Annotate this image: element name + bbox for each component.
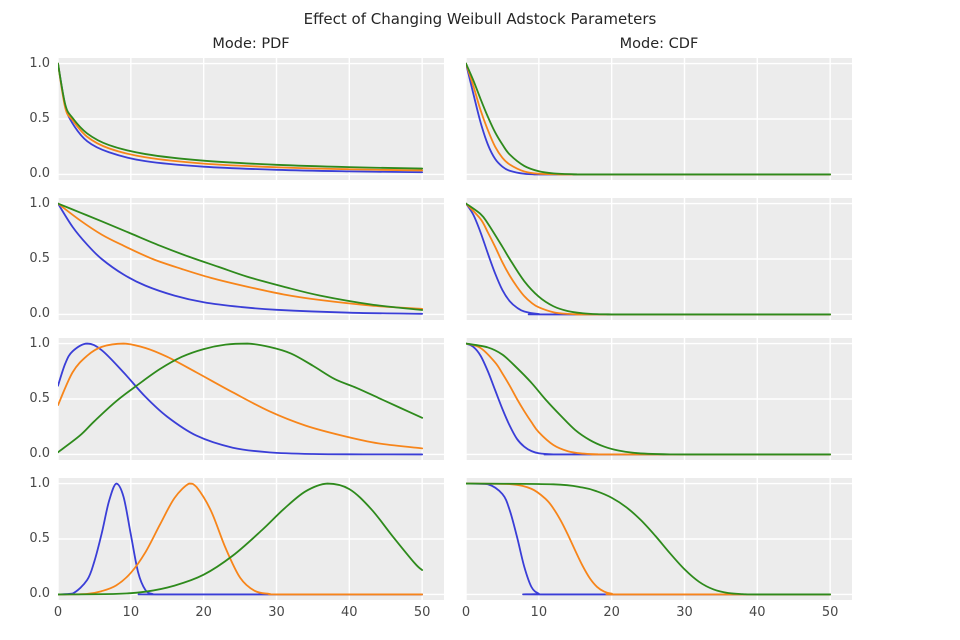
- series-line-blue: [58, 202, 424, 315]
- figure-title: Effect of Changing Weibull Adstock Param…: [303, 10, 657, 28]
- x-tick-label: 50: [821, 605, 839, 620]
- x-tick-label: 20: [603, 605, 620, 620]
- series-line-blue: [466, 202, 832, 316]
- column-title-cdf: Mode: CDF: [619, 36, 699, 52]
- subplot-row2-cdf: [466, 198, 852, 320]
- y-tick-label: 0.5: [29, 391, 50, 406]
- x-tick-label: 40: [749, 605, 766, 620]
- series-line-orange: [58, 342, 424, 450]
- y-tick-label: 1.0: [29, 335, 50, 351]
- series-line-green: [466, 342, 832, 456]
- subplot-row3-pdf: [58, 338, 444, 460]
- x-tick-label: 0: [461, 605, 471, 620]
- x-tick-label: 30: [268, 605, 285, 620]
- series-line-green: [58, 482, 424, 596]
- subplot-row1-cdf: [466, 58, 852, 180]
- x-tick-label: 50: [413, 605, 431, 620]
- series-line-orange: [58, 62, 424, 172]
- subplot-row3-cdf: [466, 338, 852, 460]
- y-tick-label: 0.5: [29, 251, 50, 266]
- x-tick-label: 40: [341, 605, 358, 620]
- x-tick-label: 30: [676, 605, 693, 620]
- subplot-row2-pdf: [58, 198, 444, 320]
- y-tick-label: 0.0: [29, 446, 50, 462]
- y-tick-label: 1.0: [29, 55, 50, 71]
- x-tick-label: 10: [530, 605, 548, 620]
- y-tick-label: 0.5: [29, 111, 50, 126]
- y-tick-label: 0.0: [29, 306, 50, 322]
- y-tick-label: 0.5: [29, 531, 50, 546]
- subplot-row4-pdf: [58, 478, 444, 600]
- y-tick-label: 1.0: [29, 475, 50, 491]
- series-line-green: [58, 62, 424, 170]
- series-line-orange: [466, 202, 832, 316]
- series-line-green: [466, 482, 832, 596]
- x-tick-label: 10: [122, 605, 140, 620]
- series-line-green: [58, 202, 424, 311]
- column-title-pdf: Mode: PDF: [212, 36, 290, 52]
- series-line-orange: [466, 482, 832, 596]
- series-line-orange: [58, 202, 424, 310]
- x-tick-label: 0: [53, 605, 63, 620]
- series-line-orange: [466, 342, 832, 456]
- series-line-green: [58, 342, 424, 454]
- series-line-orange: [58, 482, 424, 596]
- series-line-blue: [58, 342, 424, 456]
- x-tick-label: 20: [195, 605, 212, 620]
- series-line-green: [466, 62, 832, 176]
- series-line-blue: [58, 482, 424, 596]
- subplot-row1-pdf: [58, 58, 444, 180]
- y-tick-label: 0.0: [29, 586, 50, 602]
- series-line-green: [466, 202, 832, 316]
- subplot-row4-cdf: [466, 478, 852, 600]
- y-tick-label: 0.0: [29, 166, 50, 182]
- series-line-blue: [466, 342, 832, 456]
- series-line-blue: [466, 482, 832, 596]
- y-tick-label: 1.0: [29, 195, 50, 211]
